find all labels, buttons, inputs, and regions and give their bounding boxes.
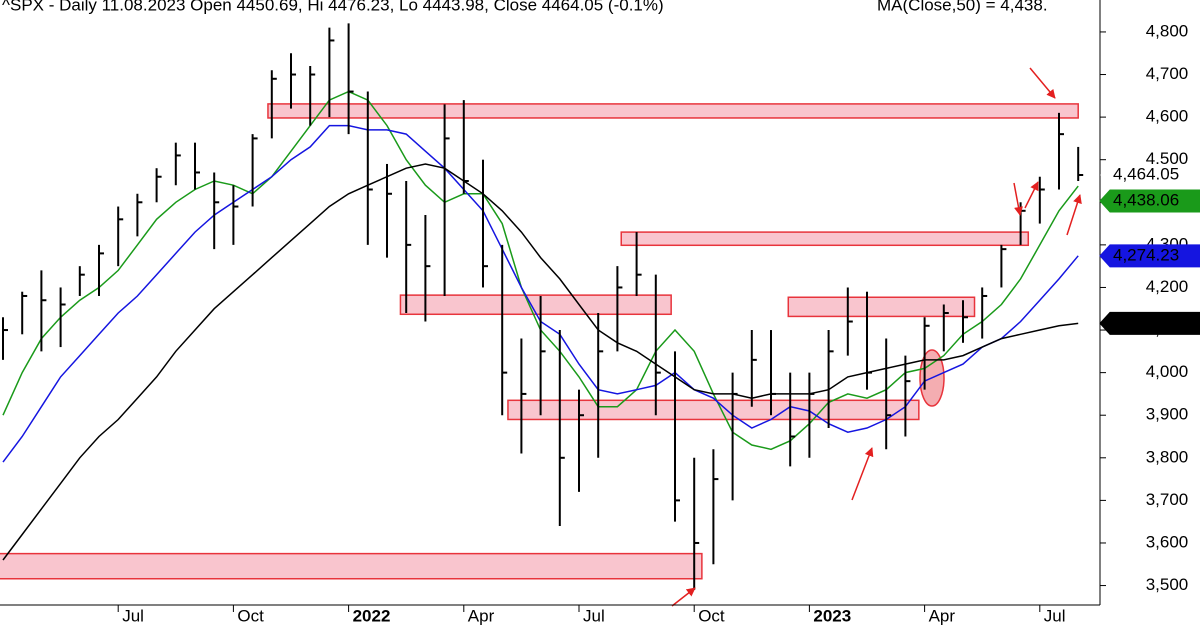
x-tick-label: Jul	[583, 606, 605, 625]
x-tick-label: Oct	[237, 606, 264, 625]
y-tick-label: 4,000	[1146, 362, 1189, 381]
zone	[620, 231, 1030, 247]
y-tick-label: 3,500	[1146, 575, 1189, 594]
y-tick-label: 3,700	[1146, 490, 1189, 509]
y-tick-label: 3,900	[1146, 405, 1189, 424]
arrow	[671, 587, 696, 607]
arrow	[1066, 194, 1082, 236]
arrow	[1029, 67, 1056, 99]
price-tag-label: 4,115.64	[1113, 313, 1178, 332]
price-tag-label: 4,438.06	[1113, 190, 1179, 209]
arrow	[851, 447, 874, 501]
zone	[787, 296, 976, 318]
price-tag	[1099, 311, 1200, 335]
annotation-arrows	[671, 67, 1082, 607]
price-tag-label: 4,464.05	[1113, 164, 1179, 183]
ma-label: MA(Close,50) = 4,438.	[877, 0, 1048, 14]
x-tick-label: Oct	[698, 606, 725, 625]
y-tick-label: 3,600	[1146, 532, 1189, 551]
x-tick-label: 2023	[813, 606, 851, 625]
ma-line	[2, 163, 1079, 561]
arrow	[1013, 182, 1023, 216]
zone	[0, 552, 703, 580]
arrow	[1024, 181, 1039, 209]
zone	[399, 294, 672, 316]
y-tick-label: 4,700	[1146, 64, 1189, 83]
y-tick-label: 3,800	[1146, 447, 1189, 466]
y-tick-label: 4,200	[1146, 277, 1189, 296]
chart-title: ^SPX - Daily 11.08.2023 Open 4450.69, Hi…	[2, 0, 664, 14]
y-tick-label: 4,500	[1146, 149, 1189, 168]
x-tick-label: Jul	[1044, 606, 1066, 625]
y-tick-label: 4,800	[1146, 21, 1189, 40]
zone	[507, 399, 920, 421]
price-tag	[1099, 189, 1200, 213]
plot-area	[0, 23, 1084, 590]
zone	[267, 103, 1079, 119]
price-tag	[1100, 164, 1200, 187]
x-tick-label: Jul	[122, 606, 144, 625]
y-tick-label: 4,600	[1146, 107, 1189, 126]
x-tick-label: Apr	[468, 606, 495, 625]
x-tick-label: Apr	[929, 606, 956, 625]
price-tag	[1099, 244, 1200, 268]
price-tag-label: 4,274.23	[1113, 245, 1179, 264]
x-tick-label: 2022	[353, 606, 391, 625]
